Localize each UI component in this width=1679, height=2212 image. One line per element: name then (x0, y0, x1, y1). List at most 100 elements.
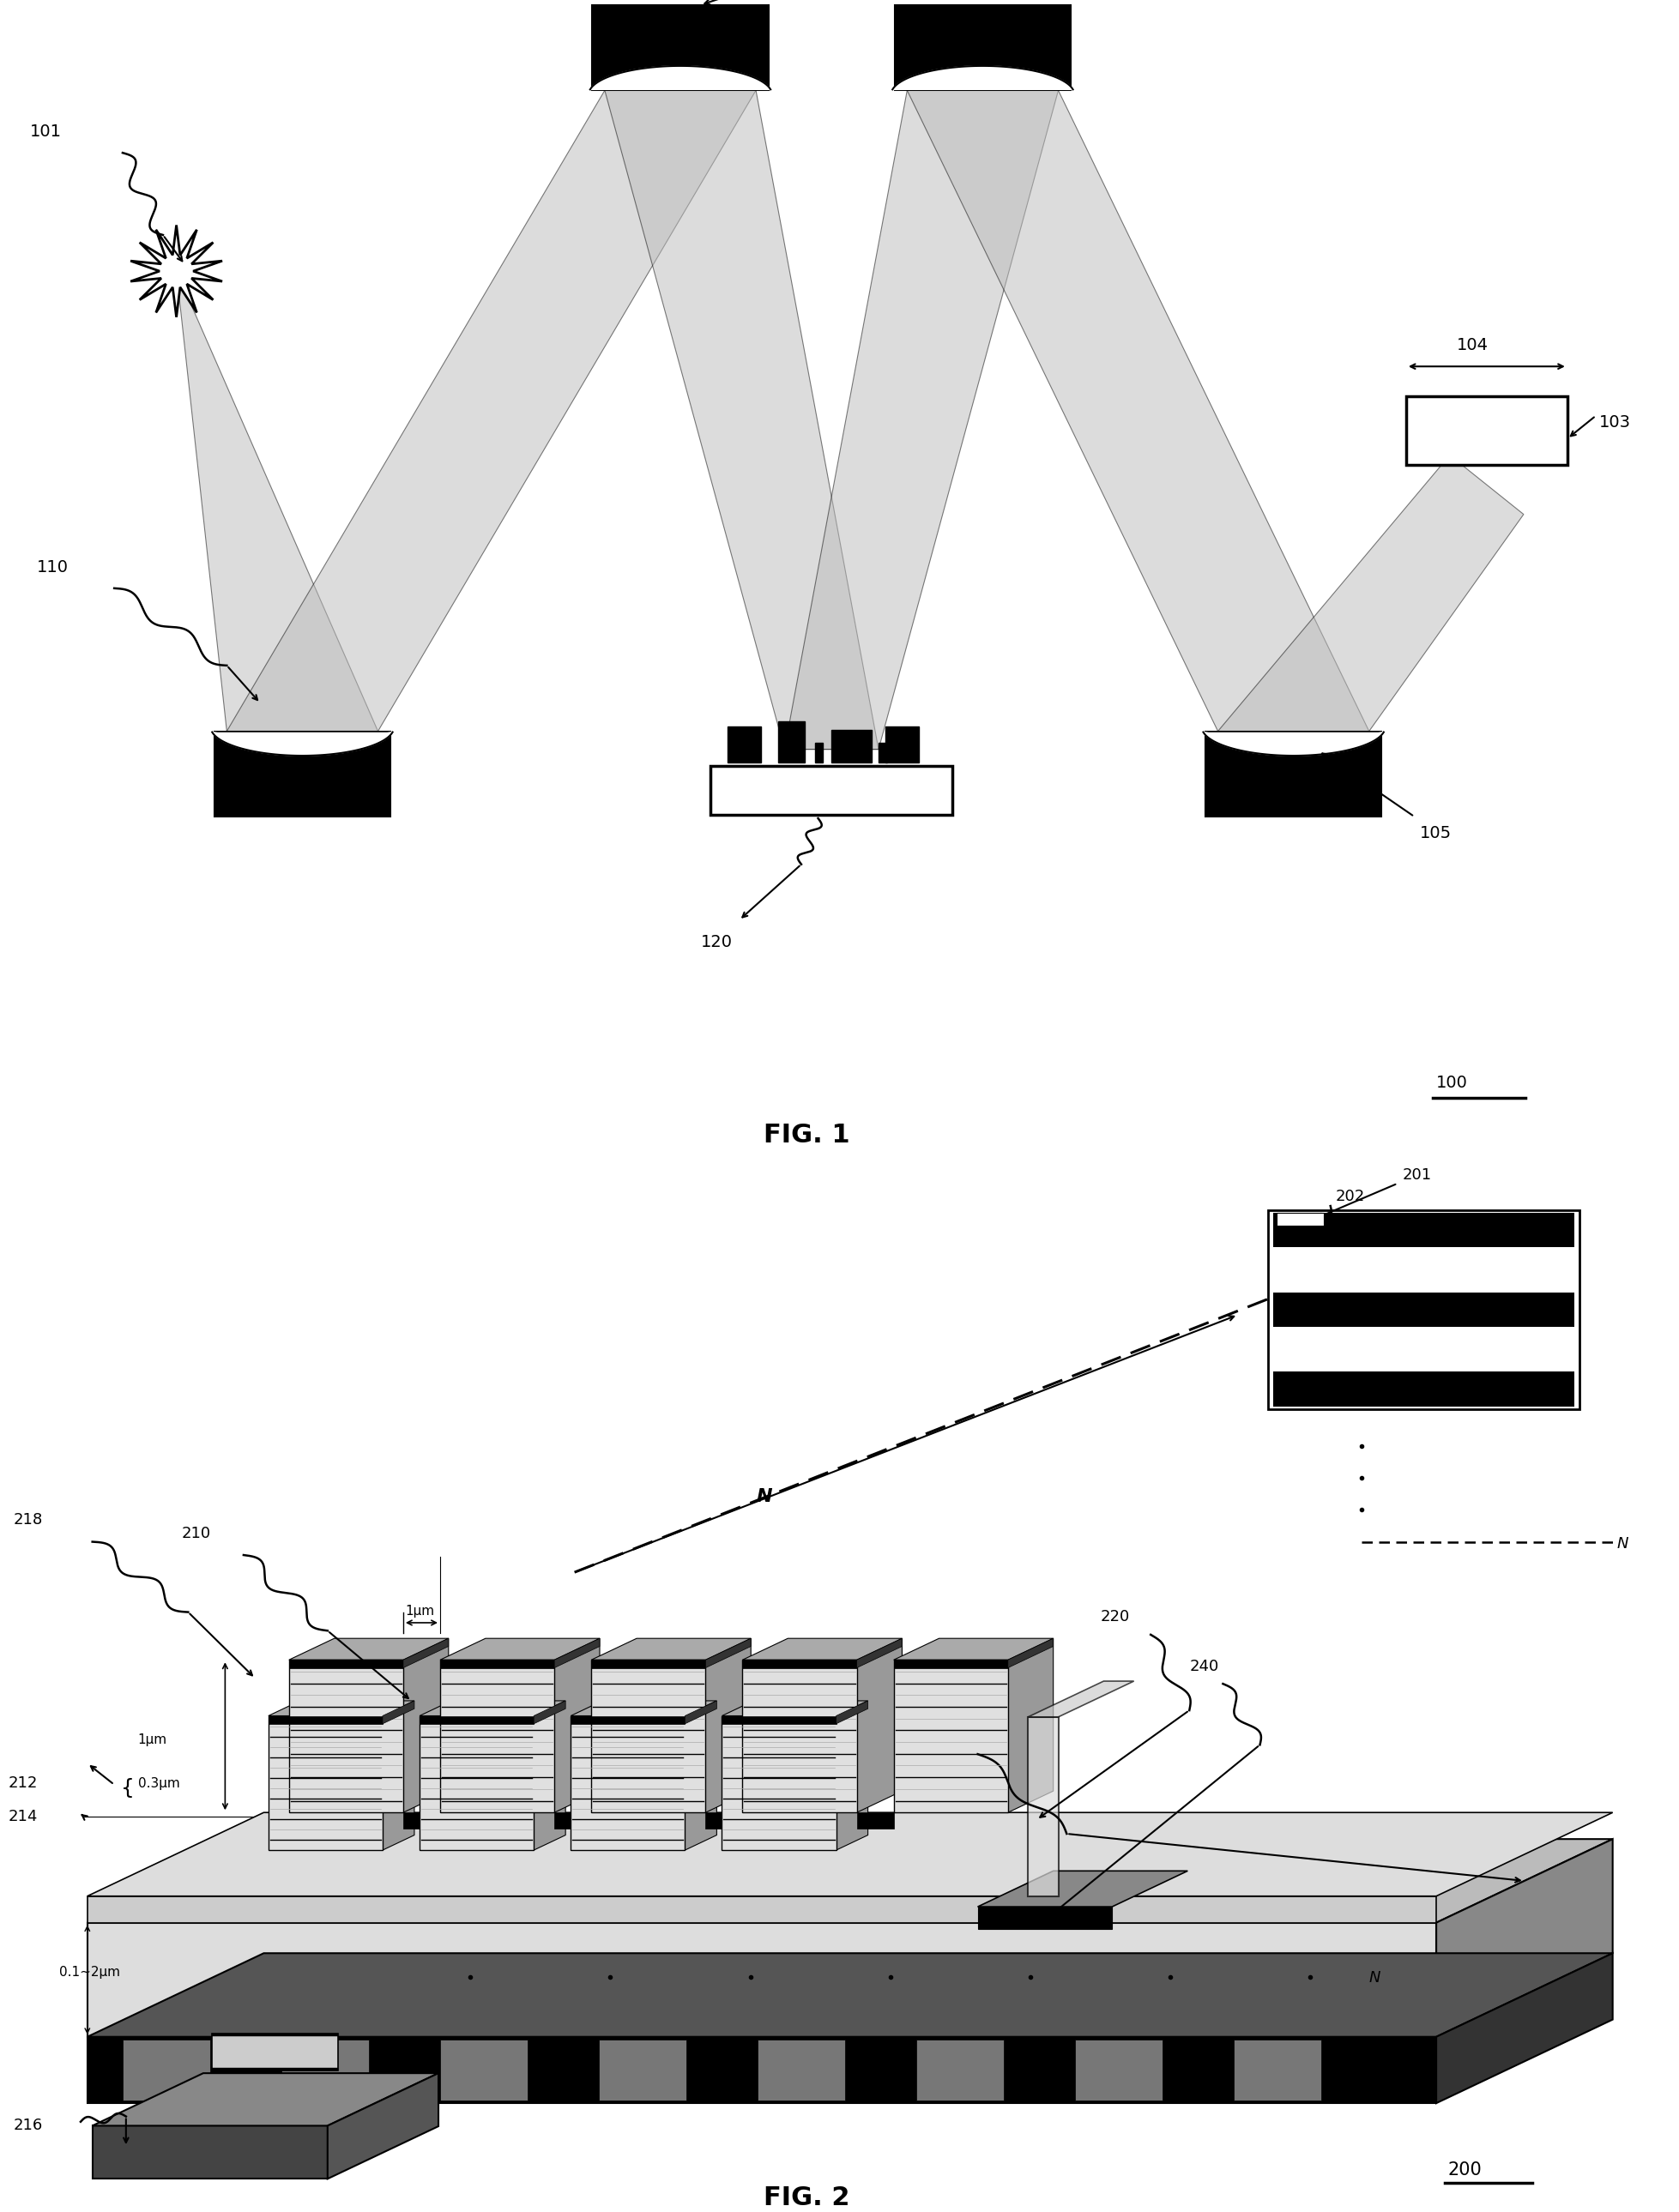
Polygon shape (591, 1639, 751, 1659)
Polygon shape (87, 1953, 1612, 2037)
Bar (1273, 1371, 1573, 1407)
Polygon shape (856, 1812, 893, 1829)
Polygon shape (591, 4, 769, 91)
Polygon shape (685, 1701, 717, 1849)
Polygon shape (327, 2073, 438, 2179)
Polygon shape (571, 1717, 685, 1723)
Bar (599, 2039, 687, 2101)
Polygon shape (836, 1701, 868, 1849)
Bar (1273, 1212, 1573, 1248)
Polygon shape (383, 1701, 415, 1723)
Text: 1μm: 1μm (405, 1604, 433, 1617)
Polygon shape (87, 1922, 1436, 2037)
Text: 100: 100 (1436, 1075, 1467, 1091)
Text: 110: 110 (37, 560, 69, 575)
Bar (885, 726, 918, 763)
Bar (123, 2039, 210, 2101)
Polygon shape (589, 66, 771, 88)
Bar (1276, 1212, 1323, 1225)
Polygon shape (705, 1812, 742, 1829)
Bar (282, 2039, 369, 2101)
Bar (212, 2033, 337, 2070)
Polygon shape (87, 1896, 1436, 1922)
Polygon shape (269, 1717, 383, 1723)
Polygon shape (289, 1659, 403, 1812)
Text: 220: 220 (1100, 1610, 1128, 1626)
Polygon shape (554, 1639, 599, 1812)
Bar (777, 721, 804, 763)
Text: 105: 105 (1419, 825, 1451, 841)
Polygon shape (784, 91, 1058, 750)
Polygon shape (383, 1701, 415, 1849)
Bar (212, 2033, 337, 2035)
Polygon shape (1028, 1681, 1133, 1717)
Text: 101: 101 (30, 124, 62, 139)
Polygon shape (289, 1639, 448, 1659)
Text: 216: 216 (13, 2117, 42, 2132)
Polygon shape (856, 1639, 902, 1668)
Text: N: N (1615, 1537, 1627, 1553)
Bar (814, 743, 823, 763)
Polygon shape (403, 1639, 448, 1668)
Bar (212, 2068, 337, 2070)
Polygon shape (604, 91, 878, 750)
Polygon shape (269, 1701, 415, 1717)
Text: 240: 240 (1189, 1659, 1217, 1674)
Polygon shape (907, 91, 1368, 732)
Text: 230: 230 (932, 1730, 960, 1745)
Polygon shape (892, 66, 1073, 88)
Polygon shape (212, 732, 393, 757)
Polygon shape (836, 1701, 868, 1723)
Polygon shape (534, 1701, 566, 1849)
Polygon shape (742, 1659, 856, 1668)
Text: 210: 210 (181, 1526, 210, 1542)
Bar (1405, 396, 1567, 465)
Text: 0.1~2μm: 0.1~2μm (59, 1966, 119, 1978)
Polygon shape (893, 1659, 1007, 1668)
Polygon shape (722, 1717, 836, 1723)
Polygon shape (742, 1659, 856, 1812)
Text: FIG. 1: FIG. 1 (762, 1121, 850, 1148)
Bar (757, 2039, 845, 2101)
Text: 202: 202 (1335, 1188, 1363, 1203)
Polygon shape (705, 1639, 751, 1812)
Polygon shape (440, 1659, 554, 1812)
Polygon shape (856, 1639, 902, 1812)
Bar (977, 1907, 1111, 1929)
Text: N: N (756, 1489, 772, 1506)
Polygon shape (92, 2126, 327, 2179)
Text: 200: 200 (1447, 2161, 1481, 2179)
Polygon shape (403, 1812, 440, 1829)
Polygon shape (131, 226, 222, 316)
Bar (831, 730, 871, 763)
Polygon shape (1436, 1953, 1612, 2104)
Polygon shape (591, 1659, 705, 1812)
Polygon shape (440, 1639, 599, 1659)
Text: 1μm: 1μm (138, 1734, 166, 1747)
Polygon shape (87, 2037, 1436, 2104)
Polygon shape (893, 1659, 1007, 1812)
Polygon shape (893, 1639, 1053, 1659)
Bar (1268, 1210, 1578, 1409)
Polygon shape (403, 1639, 448, 1812)
Polygon shape (1217, 456, 1523, 732)
Polygon shape (227, 91, 756, 732)
Polygon shape (534, 1701, 566, 1723)
Bar (440, 2039, 527, 2101)
Bar (727, 726, 761, 763)
Polygon shape (87, 1812, 1612, 1896)
Polygon shape (685, 1701, 717, 1723)
Text: {: { (121, 1778, 134, 1798)
Polygon shape (1436, 1838, 1612, 2037)
Text: 120: 120 (700, 933, 732, 949)
Text: 212: 212 (8, 1776, 39, 1792)
Bar (1273, 1292, 1573, 1327)
Text: 0.2μm: 0.2μm (173, 2139, 215, 2150)
Polygon shape (554, 1639, 599, 1668)
Polygon shape (420, 1717, 534, 1849)
Bar (710, 765, 952, 814)
Polygon shape (213, 732, 390, 816)
Polygon shape (722, 1717, 836, 1849)
Polygon shape (440, 1659, 554, 1668)
Bar (1234, 2039, 1321, 2101)
